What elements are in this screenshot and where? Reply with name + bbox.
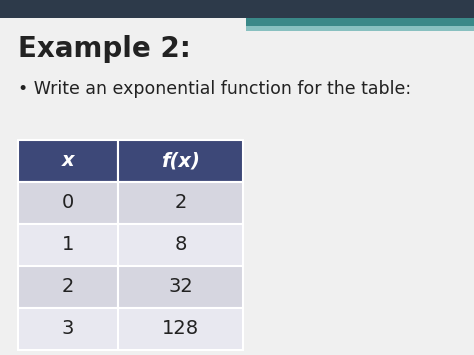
Bar: [18, 224, 118, 266]
Text: 128: 128: [162, 320, 199, 339]
Bar: [118, 140, 243, 182]
Text: • Write an exponential function for the table:: • Write an exponential function for the …: [18, 80, 411, 98]
Bar: [246, 26, 474, 31]
Text: 8: 8: [174, 235, 187, 255]
Text: 32: 32: [168, 278, 193, 296]
Text: 1: 1: [62, 235, 74, 255]
Text: x: x: [62, 152, 74, 170]
Bar: [18, 266, 118, 308]
Bar: [18, 308, 118, 350]
Bar: [246, 18, 474, 26]
Bar: [18, 182, 118, 224]
Text: f(x): f(x): [161, 152, 200, 170]
Bar: [118, 308, 243, 350]
Text: 2: 2: [62, 278, 74, 296]
Text: 0: 0: [62, 193, 74, 213]
Text: 3: 3: [62, 320, 74, 339]
Text: Example 2:: Example 2:: [18, 35, 191, 63]
Bar: [18, 140, 118, 182]
Bar: [0, 0, 474, 18]
Text: 2: 2: [174, 193, 187, 213]
Bar: [118, 224, 243, 266]
Bar: [118, 266, 243, 308]
Bar: [118, 182, 243, 224]
